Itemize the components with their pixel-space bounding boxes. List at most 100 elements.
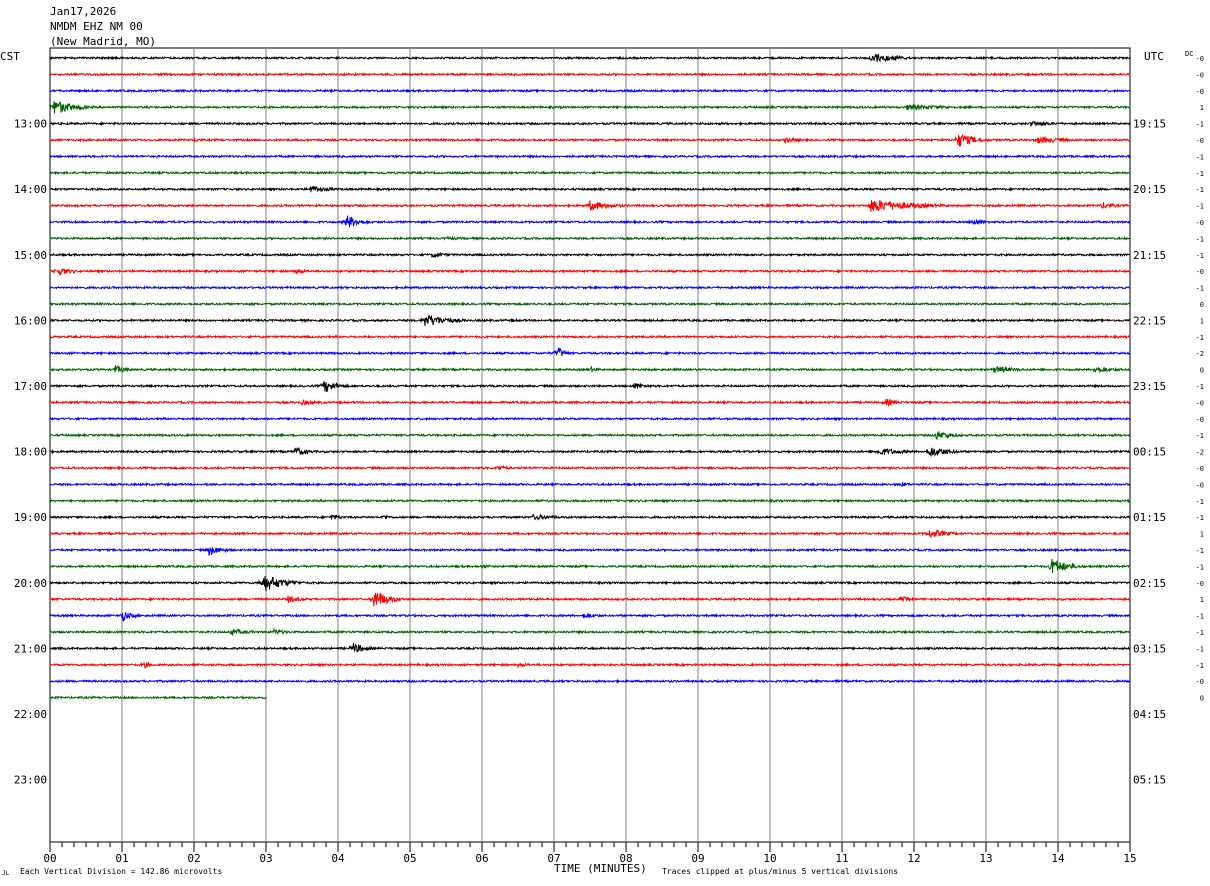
trace-line [49, 528, 1131, 538]
dc-offset-label: -0 [1196, 416, 1204, 424]
dc-offset-label: -0 [1196, 55, 1204, 63]
dc-offset-label: -1 [1196, 203, 1204, 211]
right-hour-label: 03:15 [1133, 642, 1166, 655]
dc-offset-label: -1 [1196, 334, 1204, 342]
dc-offset-label: -1 [1196, 252, 1204, 260]
dc-offset-label: 1 [1200, 596, 1204, 604]
trace-line [49, 346, 1131, 357]
dc-offset-label: -0 [1196, 678, 1204, 686]
trace-line [49, 185, 1131, 193]
trace-line [49, 592, 1131, 607]
trace-line [49, 547, 1131, 556]
trace-line [49, 284, 1131, 291]
dc-offset-label: -1 [1196, 186, 1204, 194]
x-tick-label: 00 [43, 852, 56, 865]
trace-line [49, 170, 1131, 176]
right-hour-label: 01:15 [1133, 511, 1166, 524]
dc-offset-label: -2 [1196, 350, 1204, 358]
dc-column-header: DC [1185, 50, 1194, 58]
right-hour-label: 21:15 [1133, 249, 1166, 262]
trace-line [49, 416, 1131, 422]
plot-date: Jan17,2026 [50, 5, 117, 18]
dc-offset-label: -1 [1196, 383, 1204, 391]
right-hour-label: 04:15 [1133, 708, 1166, 721]
right-hour-label: 23:15 [1133, 380, 1166, 393]
dc-offset-label: -0 [1196, 481, 1204, 489]
x-tick-label: 03 [259, 852, 272, 865]
dc-offset-label: -1 [1196, 613, 1204, 621]
left-hour-label: 19:00 [14, 511, 47, 524]
left-hour-label: 13:00 [14, 118, 47, 131]
x-tick-label: 10 [763, 852, 776, 865]
left-hour-label: 22:00 [14, 708, 47, 721]
x-tick-label: 11 [835, 852, 848, 865]
x-tick-label: 13 [979, 852, 992, 865]
trace-line [49, 558, 1131, 574]
dc-offset-label: -1 [1196, 153, 1204, 161]
right-timezone-label: UTC [1144, 50, 1164, 63]
dc-offset-label: -1 [1196, 432, 1204, 440]
trace-line [49, 71, 1131, 78]
right-hour-label: 02:15 [1133, 577, 1166, 590]
trace-line [49, 53, 1131, 63]
x-tick-label: 08 [619, 852, 632, 865]
right-hour-label: 22:15 [1133, 314, 1166, 327]
dc-offset-label: 0 [1200, 301, 1204, 309]
dc-offset-label: 1 [1200, 317, 1204, 325]
trace-line [49, 678, 1131, 684]
right-hour-label: 20:15 [1133, 183, 1166, 196]
dc-offset-label: -0 [1196, 137, 1204, 145]
trace-line [49, 88, 1131, 94]
clip-note: Traces clipped at plus/minus 5 vertical … [662, 867, 899, 876]
dc-offset-label: -0 [1196, 88, 1204, 96]
x-tick-label: 14 [1051, 852, 1065, 865]
station-location: (New Madrid, MO) [50, 35, 156, 48]
trace-line [49, 314, 1131, 326]
dc-offset-label: -1 [1196, 285, 1204, 293]
dc-offset-label: -1 [1196, 547, 1204, 555]
station-name: NMDM EHZ NM 00 [50, 20, 143, 33]
left-hour-label: 21:00 [14, 642, 47, 655]
x-tick-label: 05 [403, 852, 416, 865]
x-tick-label: 04 [331, 852, 345, 865]
x-axis-title: TIME (MINUTES) [554, 862, 647, 875]
x-tick-label: 01 [115, 852, 128, 865]
trace-line [49, 446, 1131, 458]
right-hour-label: 05:15 [1133, 774, 1166, 787]
left-hour-label: 18:00 [14, 446, 47, 459]
trace-line [49, 612, 1131, 622]
trace-line [49, 498, 1131, 504]
corner-mark: JL [2, 870, 10, 877]
trace-line [49, 661, 1131, 669]
trace-line [49, 464, 1131, 471]
dc-offset-label: 1 [1200, 531, 1204, 539]
trace-line [49, 153, 1131, 160]
dc-offset-label: -1 [1196, 662, 1204, 670]
dc-offset-label: -0 [1196, 465, 1204, 473]
x-tick-label: 06 [475, 852, 488, 865]
left-hour-label: 15:00 [14, 249, 47, 262]
dc-offset-label: -0 [1196, 580, 1204, 588]
trace-line [49, 251, 1131, 259]
trace-line [49, 334, 1131, 340]
x-tick-label: 15 [1123, 852, 1136, 865]
right-hour-label: 00:15 [1133, 446, 1166, 459]
x-tick-label: 02 [187, 852, 200, 865]
x-tick-label: 09 [691, 852, 704, 865]
right-hour-label: 19:15 [1133, 118, 1166, 131]
left-hour-label: 20:00 [14, 577, 47, 590]
trace-line [49, 268, 1131, 276]
plot-frame [49, 47, 1131, 843]
dc-offset-label: -0 [1196, 219, 1204, 227]
dc-offset-label: -0 [1196, 399, 1204, 407]
x-tick-label: 07 [547, 852, 560, 865]
dc-offset-label: -0 [1196, 71, 1204, 79]
dc-offset-label: 1 [1200, 104, 1204, 112]
x-tick-label: 12 [907, 852, 920, 865]
trace-line [49, 694, 267, 701]
left-timezone-label: CST [0, 50, 20, 63]
dc-offset-label: -1 [1196, 629, 1204, 637]
trace-line [49, 100, 1131, 114]
scale-note: Each Vertical Division = 142.86 microvol… [20, 867, 223, 876]
